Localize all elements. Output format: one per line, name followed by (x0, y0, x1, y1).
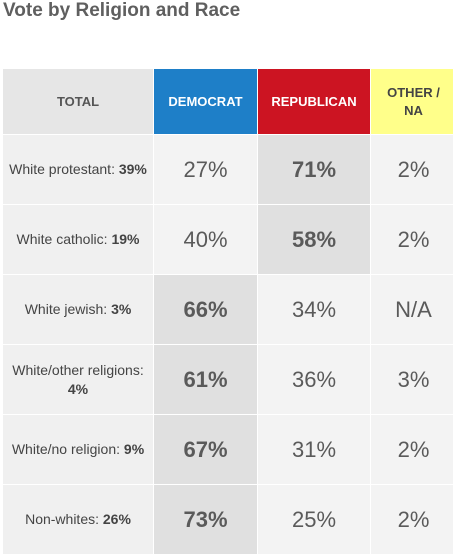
header-democrat: DEMOCRAT (153, 68, 258, 135)
row-label: White protestant: 39% (2, 134, 154, 205)
header-other: OTHER / NA (370, 68, 453, 135)
other-value: 3% (370, 344, 453, 415)
results-table: TOTAL DEMOCRAT REPUBLICAN OTHER / NA Whit… (2, 68, 453, 555)
row-label: White/other religions: 4% (2, 344, 154, 415)
group-name: Non-whites: (25, 511, 103, 527)
table-row: White protestant: 39% 27% 71% 2% (2, 134, 453, 205)
group-share: 3% (111, 301, 132, 317)
header-republican: REPUBLICAN (257, 68, 371, 135)
democrat-value: 66% (153, 274, 258, 345)
table-body: White protestant: 39% 27% 71% 2% White catho… (2, 134, 453, 555)
democrat-value: 73% (153, 484, 258, 555)
group-share: 9% (123, 441, 145, 457)
group-share: 4% (67, 380, 89, 397)
table-row: White/no religion: 9% 67% 31% 2% (2, 414, 453, 485)
republican-value: 58% (257, 204, 371, 275)
row-label: White catholic: 19% (2, 204, 154, 275)
republican-value: 34% (257, 274, 371, 345)
other-value: 2% (370, 134, 453, 205)
other-value: 2% (370, 484, 453, 555)
other-value: N/A (370, 274, 453, 345)
group-name: White/no religion: (11, 441, 124, 457)
republican-value: 36% (257, 344, 371, 415)
row-label: Non-whites: 26% (2, 484, 154, 555)
group-name: White/other religions: (12, 361, 144, 378)
row-label: White/no religion: 9% (2, 414, 154, 485)
group-share: 26% (102, 511, 131, 527)
democrat-value: 40% (153, 204, 258, 275)
table-row: White/other religions: 4% 61% 36% 3% (2, 344, 453, 415)
group-name: White protestant: (9, 161, 119, 177)
other-value: 2% (370, 204, 453, 275)
democrat-value: 27% (153, 134, 258, 205)
row-label: White jewish: 3% (2, 274, 154, 345)
table-row: White jewish: 3% 66% 34% N/A (2, 274, 453, 345)
group-name: White catholic: (16, 231, 112, 247)
table-row: White catholic: 19% 40% 58% 2% (2, 204, 453, 275)
democrat-value: 61% (153, 344, 258, 415)
other-value: 2% (370, 414, 453, 485)
republican-value: 31% (257, 414, 371, 485)
chart-title: Vote by Religion and Race (3, 0, 241, 21)
republican-value: 71% (257, 134, 371, 205)
group-name: White jewish: (24, 301, 112, 317)
democrat-value: 67% (153, 414, 258, 485)
header-row: TOTAL DEMOCRAT REPUBLICAN OTHER / NA (2, 68, 453, 135)
table-row: Non-whites: 26% 73% 25% 2% (2, 484, 453, 555)
group-share: 19% (111, 231, 140, 247)
group-share: 39% (118, 161, 147, 177)
header-total: TOTAL (2, 68, 154, 135)
republican-value: 25% (257, 484, 371, 555)
